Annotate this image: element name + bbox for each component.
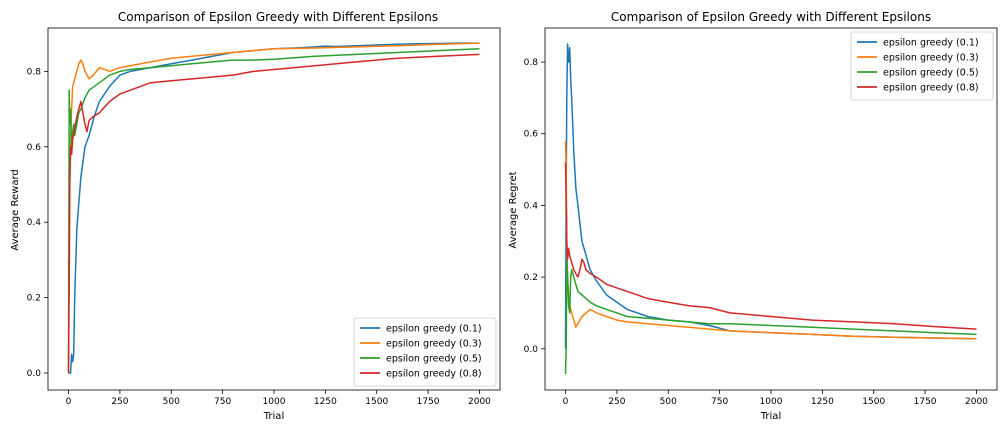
x-tick-label: 1750: [417, 397, 440, 407]
series-line-2: [67, 42, 480, 299]
y-tick-label: 0.8: [27, 67, 42, 77]
y-axis-label: Average Regret: [508, 171, 519, 248]
x-tick-label: 1000: [760, 397, 783, 407]
legend-label: epsilon greedy (0.3): [883, 53, 979, 64]
legend-label: epsilon greedy (0.3): [386, 339, 482, 350]
y-tick-label: 0.2: [524, 273, 538, 283]
y-tick-label: 0.8: [524, 58, 539, 68]
x-tick-label: 2000: [468, 397, 491, 407]
y-tick-label: 0.6: [27, 143, 42, 153]
legend-label: epsilon greedy (0.1): [386, 324, 482, 335]
y-tick-label: 0.4: [27, 218, 42, 228]
x-tick-label: 0: [563, 397, 569, 407]
legend: epsilon greedy (0.1) epsilon greedy (0.3)…: [353, 317, 497, 387]
legend-label: epsilon greedy (0.5): [386, 354, 482, 365]
y-tick-label: 0.0: [524, 345, 539, 355]
x-tick-label: 750: [214, 397, 231, 407]
x-tick-label: 250: [608, 397, 625, 407]
x-tick-label: 250: [111, 397, 128, 407]
series-line-4: [67, 53, 480, 374]
x-tick-label: 0: [66, 397, 72, 407]
legend-label: epsilon greedy (0.8): [386, 369, 482, 380]
y-tick-label: 0.4: [524, 201, 539, 211]
legend-box: [850, 31, 994, 101]
y-tick-label: 0.0: [27, 369, 42, 379]
y-tick-label: 0.2: [27, 294, 41, 304]
x-tick-label: 1500: [365, 397, 388, 407]
tick-group: 0 250 500 750 1000 1250 1500 1750 2000 0.0 0.2 0.4 0…: [27, 67, 492, 407]
x-tick-label: 1250: [811, 397, 834, 407]
plot-frame: [544, 27, 998, 391]
regret-chart: Comparison of Epsilon Greedy with Differ…: [508, 10, 998, 422]
series-group: [67, 42, 480, 374]
chart-title: Comparison of Epsilon Greedy with Differ…: [611, 10, 931, 24]
x-tick-label: 2000: [965, 397, 988, 407]
y-tick-label: 0.6: [524, 130, 539, 140]
chart-title: Comparison of Epsilon Greedy with Differ…: [118, 10, 438, 24]
x-tick-label: 500: [660, 397, 677, 407]
legend-label: epsilon greedy (0.8): [883, 83, 979, 94]
series-group: [564, 43, 977, 374]
tick-group: 0 250 500 750 1000 1250 1500 1750 2000 0.0 0.2 0.4 0…: [524, 58, 989, 407]
reward-chart: Comparison of Epsilon Greedy with Differ…: [10, 10, 501, 422]
legend-box: [353, 317, 497, 387]
legend-label: epsilon greedy (0.5): [883, 68, 979, 79]
x-tick-label: 1250: [314, 397, 337, 407]
y-axis-label: Average Reward: [10, 169, 21, 250]
legend-label: epsilon greedy (0.1): [883, 38, 979, 49]
x-tick-label: 750: [711, 397, 728, 407]
legend: epsilon greedy (0.1) epsilon greedy (0.3)…: [850, 31, 994, 101]
x-tick-label: 1500: [862, 397, 885, 407]
series-line-3: [67, 47, 480, 374]
x-axis-label: Trial: [760, 411, 781, 422]
x-tick-label: 1750: [914, 397, 937, 407]
plot-frame: [47, 27, 501, 391]
x-tick-label: 1000: [263, 397, 286, 407]
series-line-4: [564, 162, 977, 330]
x-tick-label: 500: [163, 397, 180, 407]
series-line-3: [564, 258, 977, 374]
x-axis-label: Trial: [263, 411, 284, 422]
